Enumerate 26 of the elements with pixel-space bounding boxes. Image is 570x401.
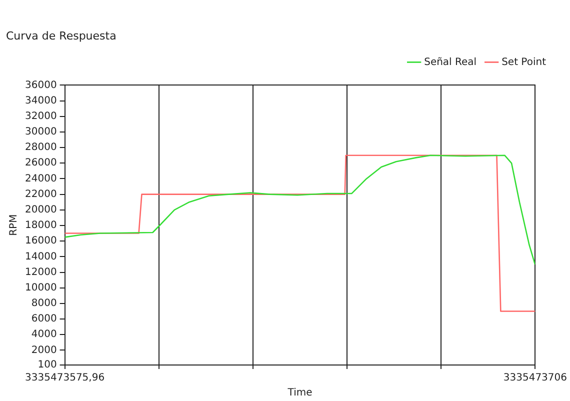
y-tick-label: 8000: [31, 298, 57, 310]
y-tick-label: 10000: [25, 282, 57, 294]
chart-title: Curva de Respuesta: [6, 29, 116, 42]
x-tick-label: 3335473575,96: [25, 372, 105, 384]
y-tick-label: 6000: [31, 314, 57, 325]
x-tick-label: 3335473706: [503, 372, 567, 384]
y-tick-label: 22000: [25, 188, 57, 200]
y-tick-label: 28000: [25, 142, 57, 154]
y-tick-label: 14000: [25, 251, 57, 262]
y-axis-title: RPM: [8, 214, 20, 236]
legend-label: Set Point: [502, 56, 546, 68]
x-axis-title: Time: [286, 388, 312, 399]
legend-label: Señal Real: [424, 56, 477, 68]
y-tick-label: 18000: [25, 220, 57, 232]
y-tick-label: 36000: [25, 80, 57, 91]
y-tick-label: 100: [38, 360, 57, 371]
y-tick-label: 20000: [25, 204, 57, 216]
y-tick-label: 4000: [31, 329, 57, 340]
y-tick-label: 24000: [25, 173, 57, 184]
y-tick-label: 12000: [25, 266, 57, 278]
y-tick-label: 30000: [25, 126, 57, 138]
y-tick-label: 26000: [25, 158, 57, 169]
y-tick-label: 2000: [31, 344, 57, 356]
y-tick-label: 34000: [25, 95, 57, 106]
y-tick-label: 16000: [25, 236, 57, 247]
y-tick-label: 32000: [25, 110, 57, 122]
